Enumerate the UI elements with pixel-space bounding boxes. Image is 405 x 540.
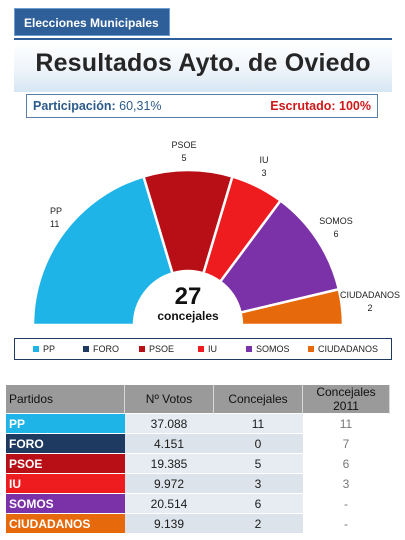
table-row: PP 37.088 11 11 [6,413,390,434]
section-tab[interactable]: Elecciones Municipales [14,8,170,36]
legend-label: FORO [93,344,119,354]
slice-label-seats: 3 [261,168,266,178]
table-body: PP 37.088 11 11 FORO 4.151 0 7 PSOE 19.385 5 6 IU 9.9… [6,413,390,533]
votes-cell: 20.514 [124,493,214,514]
votes-cell: 19.385 [124,453,214,474]
legend-label: SOMOS [256,344,290,354]
table-row: SOMOS 20.514 6- [6,493,390,514]
seats-cell: 6 [213,493,303,514]
legend-label: IU [208,344,217,354]
seats-2011-cell: 7 [302,433,390,454]
center-disc [134,271,242,340]
legend-item-ciudadanos: CIUDADANOS [308,339,378,359]
page-title: Resultados Ayto. de Oviedo [35,49,371,77]
party-cell: SOMOS [6,493,125,514]
legend-swatch [139,345,145,352]
column-header: Concejales 2011 [302,385,390,414]
column-header: Concejales [213,385,303,414]
center-total: 27 [175,283,202,310]
chart-legend: PP FORO PSOE IU SOMOS CIUDADANOS [14,338,392,360]
seats-2011-cell: - [302,513,390,533]
legend-swatch [246,345,252,352]
stats-bar: Participación: 60,31% Escrutado: 100% [26,94,378,118]
votes-cell: 4.151 [124,433,214,454]
participation-label: Participación: [33,99,116,113]
seats-cell: 11 [213,413,303,434]
legend-item-pp: PP [33,339,55,359]
slice-label-name: PP [50,206,62,216]
legend-item-foro: FORO [83,339,119,359]
table-row: CIUDADANOS 9.139 2- [6,513,390,533]
slice-label-seats: 2 [367,303,372,313]
legend-label: PP [43,344,56,354]
legend-item-psoe: PSOE [139,339,174,359]
party-cell: IU [6,473,125,494]
column-header: Nº Votos [124,385,214,414]
legend-swatch [198,345,204,352]
counted-label: Escrutado: [270,99,336,113]
legend-swatch [33,345,39,352]
slice-label-seats: 6 [333,229,338,239]
table-row: IU 9.972 3 3 [6,473,390,494]
slice-label-name: IU [260,155,269,165]
slice-label-name: CIUDADANOS [340,290,400,300]
slice-label-name: PSOE [171,140,196,150]
column-header: Partidos [6,385,125,414]
votes-cell: 37.088 [124,413,214,434]
seats-cell: 2 [213,513,303,533]
seats-cell: 0 [213,433,303,454]
seats-2011-cell: 11 [302,413,390,434]
party-cell: FORO [6,433,125,454]
counted: Escrutado: 100% [270,95,371,117]
table-header-row: Partidos Nº Votos Concejales Concejales 201… [6,385,390,414]
table-row: FORO 4.151 0 7 [6,433,390,454]
seats-2011-cell: 3 [302,473,390,494]
party-cell: PP [6,413,125,434]
legend-label: PSOE [149,344,175,354]
title-band [14,42,392,92]
party-cell: CIUDADANOS [6,513,125,533]
seats-2011-cell: - [302,493,390,514]
legend-item-iu: IU [198,339,217,359]
party-cell: PSOE [6,453,125,474]
counted-value: 100% [339,99,371,113]
header-divider [14,38,392,40]
seats-2011-cell: 6 [302,453,390,474]
slice-label-seats: 11 [50,219,59,229]
center-label: concejales [157,309,219,323]
legend-swatch [83,345,89,352]
table-row: PSOE 19.385 5 6 [6,453,390,474]
seats-cell: 3 [213,473,303,494]
votes-cell: 9.139 [124,513,214,533]
legend-item-somos: SOMOS [246,339,290,359]
results-table: Partidos Nº Votos Concejales Concejales 201… [6,385,390,533]
legend-label: CIUDADANOS [318,344,379,354]
participation: Participación: 60,31% [33,95,162,117]
votes-cell: 9.972 [124,473,214,494]
seats-cell: 5 [213,453,303,474]
slice-label-name: SOMOS [319,216,353,226]
legend-swatch [308,345,314,352]
slice-label-seats: 5 [181,153,186,163]
participation-value: 60,31% [119,99,162,113]
